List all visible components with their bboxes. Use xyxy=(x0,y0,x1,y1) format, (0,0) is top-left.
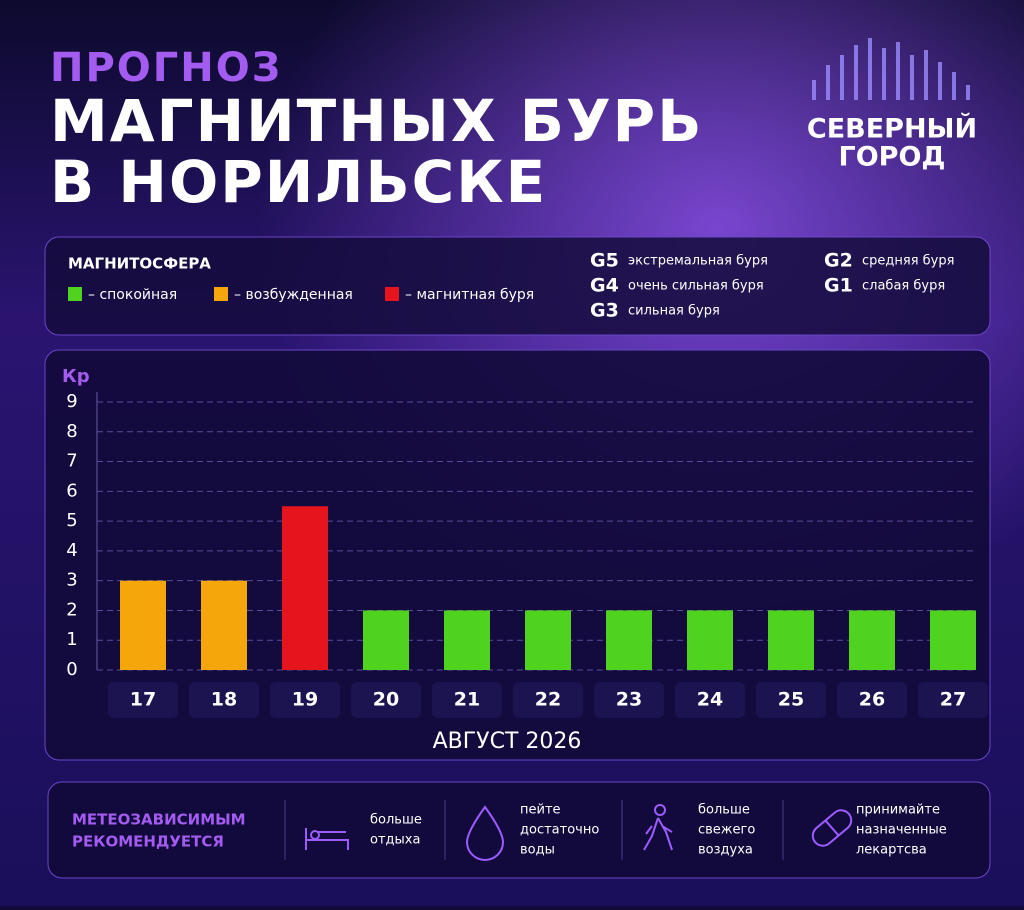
y-axis-label: Кр xyxy=(62,366,90,387)
x-tick-label: 23 xyxy=(616,689,642,711)
logo-pattern xyxy=(812,38,970,100)
y-tick-label: 9 xyxy=(66,391,77,412)
bar xyxy=(606,610,652,670)
legend-title: МАГНИТОСФЕРА xyxy=(68,255,211,273)
scale-text: сильная буря xyxy=(628,304,720,319)
y-tick-label: 4 xyxy=(66,540,77,561)
legend-label: – магнитная буря xyxy=(405,287,534,303)
title-line: ПРОГНОЗ xyxy=(50,45,282,91)
title-line: В НОРИЛЬСКЕ xyxy=(50,148,547,216)
scale-code: G2 xyxy=(824,250,853,272)
tips-title: МЕТЕОЗАВИСИМЫМ xyxy=(72,811,246,829)
bar xyxy=(930,610,976,670)
chart-panel xyxy=(44,349,991,761)
scale-code: G4 xyxy=(590,275,619,297)
y-tick-label: 7 xyxy=(66,451,77,472)
legend-label: – спокойная xyxy=(88,287,177,303)
x-tick-bg xyxy=(108,682,178,718)
y-tick-label: 3 xyxy=(66,570,77,591)
tip-text: свежего xyxy=(698,823,755,838)
tip-text: воды xyxy=(520,843,555,858)
x-tick-label: 27 xyxy=(940,689,966,711)
tip-icons xyxy=(305,804,853,861)
bar xyxy=(201,580,247,670)
scale-text: очень сильная буря xyxy=(628,279,764,294)
legend-swatch xyxy=(68,287,82,301)
y-tick-label: 1 xyxy=(66,629,77,650)
y-tick-label: 5 xyxy=(66,510,77,531)
scale-text: средняя буря xyxy=(862,254,954,269)
y-tick-label: 8 xyxy=(66,421,77,442)
bar xyxy=(525,610,571,670)
x-tick-label: 21 xyxy=(454,689,480,711)
bar xyxy=(282,506,328,670)
scale-text: слабая буря xyxy=(862,279,945,294)
tip-text: принимайте xyxy=(856,803,940,818)
x-tick-bg xyxy=(675,682,745,718)
legend-swatch xyxy=(214,287,228,301)
x-tick-label: 17 xyxy=(130,689,156,711)
x-tick-bg xyxy=(756,682,826,718)
y-tick-label: 6 xyxy=(66,480,77,501)
x-tick-label: 25 xyxy=(778,689,804,711)
x-tick-label: 26 xyxy=(859,689,885,711)
tip-dividers xyxy=(284,800,784,860)
x-tick-bg xyxy=(918,682,988,718)
scale-code: G5 xyxy=(590,250,619,272)
tip-text: пейте xyxy=(520,803,561,818)
legend-label: – возбужденная xyxy=(234,287,353,303)
tips-panel xyxy=(47,781,991,879)
tips-title: РЕКОМЕНДУЕТСЯ xyxy=(72,833,224,851)
tip-text: назначенные xyxy=(856,823,947,838)
tip-text: лекартсва xyxy=(856,843,927,858)
x-tick-label: 24 xyxy=(697,689,723,711)
bar xyxy=(768,610,814,670)
x-tick-bg xyxy=(432,682,502,718)
bar xyxy=(687,610,733,670)
scale-code: G3 xyxy=(590,300,619,322)
y-tick-label: 2 xyxy=(66,599,77,620)
x-tick-bg xyxy=(270,682,340,718)
bar xyxy=(444,610,490,670)
bar xyxy=(849,610,895,670)
tip-text: отдыха xyxy=(370,833,420,848)
x-tick-bg xyxy=(837,682,907,718)
title-line: МАГНИТНЫХ БУРЬ xyxy=(50,87,703,155)
y-tick-label: 0 xyxy=(66,659,77,680)
scale-text: экстремальная буря xyxy=(628,254,768,269)
legend-panel xyxy=(44,236,991,336)
logo-text: ГОРОД xyxy=(839,142,946,173)
x-tick-bg xyxy=(513,682,583,718)
tip-text: достаточно xyxy=(520,823,599,838)
x-tick-bg xyxy=(594,682,664,718)
bar xyxy=(363,610,409,670)
bar xyxy=(120,580,166,670)
x-axis-label: АВГУСТ 2026 xyxy=(433,729,582,754)
tip-text: больше xyxy=(698,803,750,818)
tip-text: больше xyxy=(370,813,422,828)
scale-code: G1 xyxy=(824,275,853,297)
x-tick-bg xyxy=(351,682,421,718)
tip-text: воздуха xyxy=(698,843,753,858)
logo-text: СЕВЕРНЫЙ xyxy=(807,113,977,145)
x-tick-label: 18 xyxy=(211,689,237,711)
x-tick-label: 19 xyxy=(292,689,318,711)
legend-swatch xyxy=(385,287,399,301)
x-tick-label: 22 xyxy=(535,689,561,711)
x-tick-label: 20 xyxy=(373,689,399,711)
x-tick-bg xyxy=(189,682,259,718)
